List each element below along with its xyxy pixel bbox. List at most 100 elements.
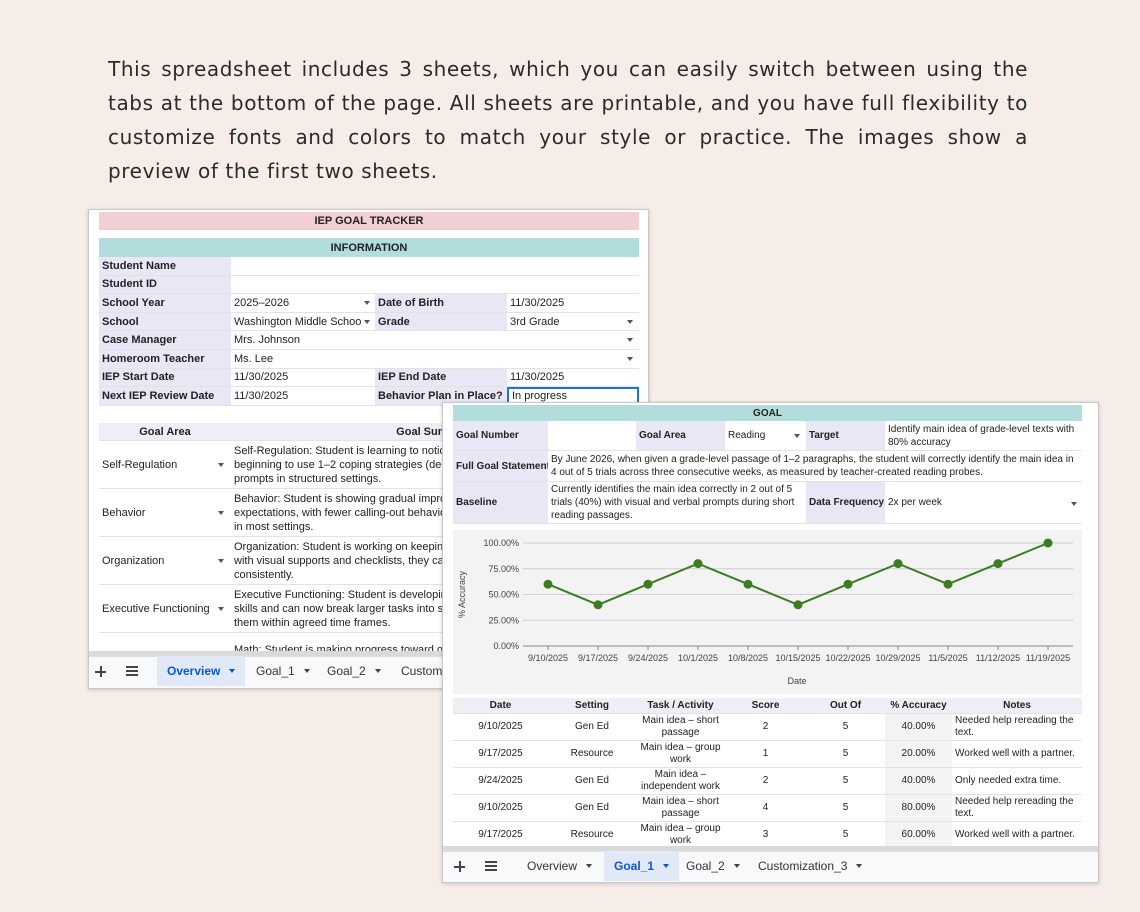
field-value: 3rd Grade (507, 313, 639, 332)
sheet-tab[interactable]: Goal_2 (676, 851, 750, 881)
sheet-tab[interactable]: Goal_1 (246, 656, 320, 686)
field-value: By June 2026, when given a grade-level p… (548, 451, 1082, 482)
data-point (1043, 538, 1053, 548)
sheet-tab[interactable]: Overview (157, 656, 246, 686)
log-cell: Gen Ed (548, 795, 636, 822)
data-point (793, 600, 803, 610)
log-cell: Resource (548, 822, 636, 849)
sheet-tab[interactable]: Overview (517, 851, 602, 881)
add-sheet-button[interactable] (95, 666, 106, 677)
field-label: School (99, 312, 231, 332)
data-point (543, 579, 553, 589)
data-line (547, 542, 1049, 606)
menu-line (485, 869, 497, 871)
goal-area: Behavior (99, 489, 231, 537)
field-value: 11/30/2025 (231, 369, 375, 388)
y-axis-title: % Accuracy (457, 570, 467, 618)
data-point (943, 579, 953, 589)
log-cell: 40.00% (885, 714, 952, 741)
field-label: Student ID (99, 275, 231, 295)
log-cell: 9/17/2025 (453, 741, 548, 768)
field-label: Goal Number (453, 421, 548, 451)
log-cell: 9/10/2025 (453, 714, 548, 741)
chart: 0.00% 25.00% 50.00% 75.00% 100.00% 9/10/2025 9… (453, 530, 1082, 694)
all-sheets-button[interactable] (126, 666, 138, 676)
x-tick-label: 10/29/2025 (875, 653, 920, 663)
log-cell: 3 (725, 822, 806, 849)
x-tick-label: 10/8/2025 (728, 653, 768, 663)
goal-area: Executive Functioning (99, 585, 231, 633)
x-tick-label: 10/1/2025 (678, 653, 718, 663)
goal-area: Organization (99, 537, 231, 585)
field-value: 11/30/2025 (507, 369, 639, 388)
plus-v (459, 861, 461, 872)
scrollbar (89, 651, 648, 656)
log-cell: 40.00% (885, 768, 952, 795)
data-point (993, 559, 1003, 569)
log-cell: 9/17/2025 (453, 822, 548, 849)
field-label: Student Name (99, 257, 231, 276)
field-label: Data Frequency (806, 482, 885, 524)
x-tick-label: 9/17/2025 (578, 653, 618, 663)
data-point (693, 559, 703, 569)
log-header: Task / Activity (636, 698, 725, 714)
tab-label: Goal_1 (256, 664, 295, 678)
tab-arrow (374, 669, 381, 673)
x-tick-label: 9/24/2025 (628, 653, 668, 663)
log-cell: Main idea – group work (636, 822, 725, 849)
tab-label: Goal_2 (327, 664, 366, 678)
tab-arrow (856, 864, 863, 868)
sheet-tab[interactable]: Customization_3 (748, 851, 872, 881)
field-label: Behavior Plan in Place? (375, 387, 507, 406)
log-header: Setting (548, 698, 636, 714)
log-cell: 60.00% (885, 822, 952, 849)
log-cell: 20.00% (885, 741, 952, 768)
data-point (843, 579, 853, 589)
x-tick-label: 11/12/2025 (976, 653, 1020, 663)
field-label: Homeroom Teacher (99, 350, 231, 369)
field-value (231, 276, 639, 295)
sheet-tab[interactable]: Goal_1 (604, 851, 680, 881)
log-cell: Gen Ed (548, 714, 636, 741)
goal-header: Goal Area (99, 423, 231, 441)
x-axis-title: Date (787, 676, 806, 686)
plus-v (100, 666, 102, 677)
log-cell: Worked well with a partner. (952, 822, 1082, 849)
sheet-tab[interactable]: Goal_2 (317, 656, 391, 686)
log-cell: Main idea – short passage (636, 795, 725, 822)
dropdown-arrow (627, 338, 633, 343)
log-cell: Only needed extra time. (952, 768, 1082, 795)
tab-label: Goal_2 (686, 859, 725, 873)
tab-arrow (303, 669, 310, 673)
field-label: Grade (375, 312, 507, 332)
field-label: Baseline (453, 482, 548, 524)
field-label: IEP Start Date (99, 368, 231, 388)
log-cell: 2 (725, 714, 806, 741)
section-bar: INFORMATION (99, 238, 639, 257)
log-cell: Main idea – group work (636, 741, 725, 768)
dropdown-arrow (627, 319, 633, 324)
field-value: 2x per week (885, 482, 1082, 524)
field-value (231, 257, 639, 276)
field-label: Goal Area (636, 421, 725, 451)
field-value: Mrs. Johnson (231, 331, 639, 350)
dropdown-arrow (627, 357, 633, 361)
dropdown-arrow (218, 511, 224, 515)
field-value: Washington Middle Schoo (231, 313, 375, 332)
dropdown-arrow (794, 434, 800, 438)
field-value: Ms. Lee (231, 350, 639, 369)
log-cell: Resource (548, 741, 636, 768)
log-cell: 5 (806, 822, 885, 849)
log-cell: 5 (806, 741, 885, 768)
field-label: Case Manager (99, 331, 231, 350)
log-cell: Main idea – independent work (636, 768, 725, 795)
tab-arrow (733, 864, 740, 868)
section-bar: GOAL (453, 405, 1082, 421)
field-label: Next IEP Review Date (99, 387, 231, 406)
add-sheet-button[interactable] (454, 861, 465, 872)
field-value: 2025–2026 (231, 294, 375, 313)
all-sheets-button[interactable] (485, 861, 497, 871)
y-tick-label: 50.00% (488, 590, 519, 600)
x-tick-label: 10/22/2025 (825, 653, 870, 663)
